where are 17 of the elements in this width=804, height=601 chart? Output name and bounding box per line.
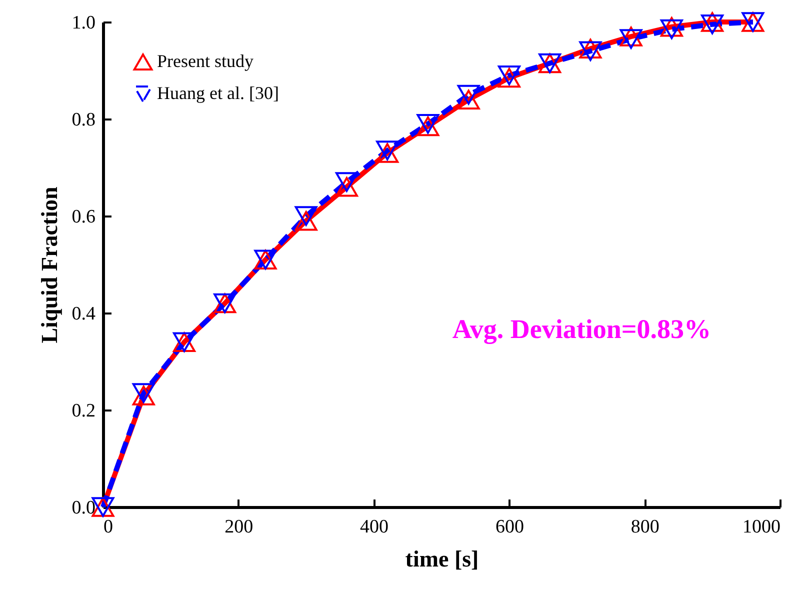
x-tick-label: 200: [224, 516, 254, 538]
x-tick-label: 600: [495, 516, 524, 538]
y-tick-label: 0.8: [72, 110, 96, 130]
x-tick-label: 400: [360, 516, 389, 538]
y-tick-label: 0.2: [72, 400, 96, 422]
y-tick-label: 1.0: [72, 12, 96, 34]
x-tick-label: 800: [630, 516, 660, 538]
x-tick-label: 1000: [742, 516, 780, 538]
y-tick-label: 0.6: [72, 206, 96, 228]
x-axis-title: time [s]: [405, 546, 479, 572]
y-tick-label: 0.4: [72, 304, 96, 324]
y-tick-label: 0.0: [72, 498, 96, 518]
y-axis-title: Liquid Fraction: [36, 186, 62, 344]
x-tick-label: 0: [104, 516, 113, 538]
legend-label: Present study: [157, 51, 254, 71]
legend-label: Huang et al. [30]: [157, 83, 279, 103]
annotation: Avg. Deviation=0.83%: [452, 314, 711, 344]
